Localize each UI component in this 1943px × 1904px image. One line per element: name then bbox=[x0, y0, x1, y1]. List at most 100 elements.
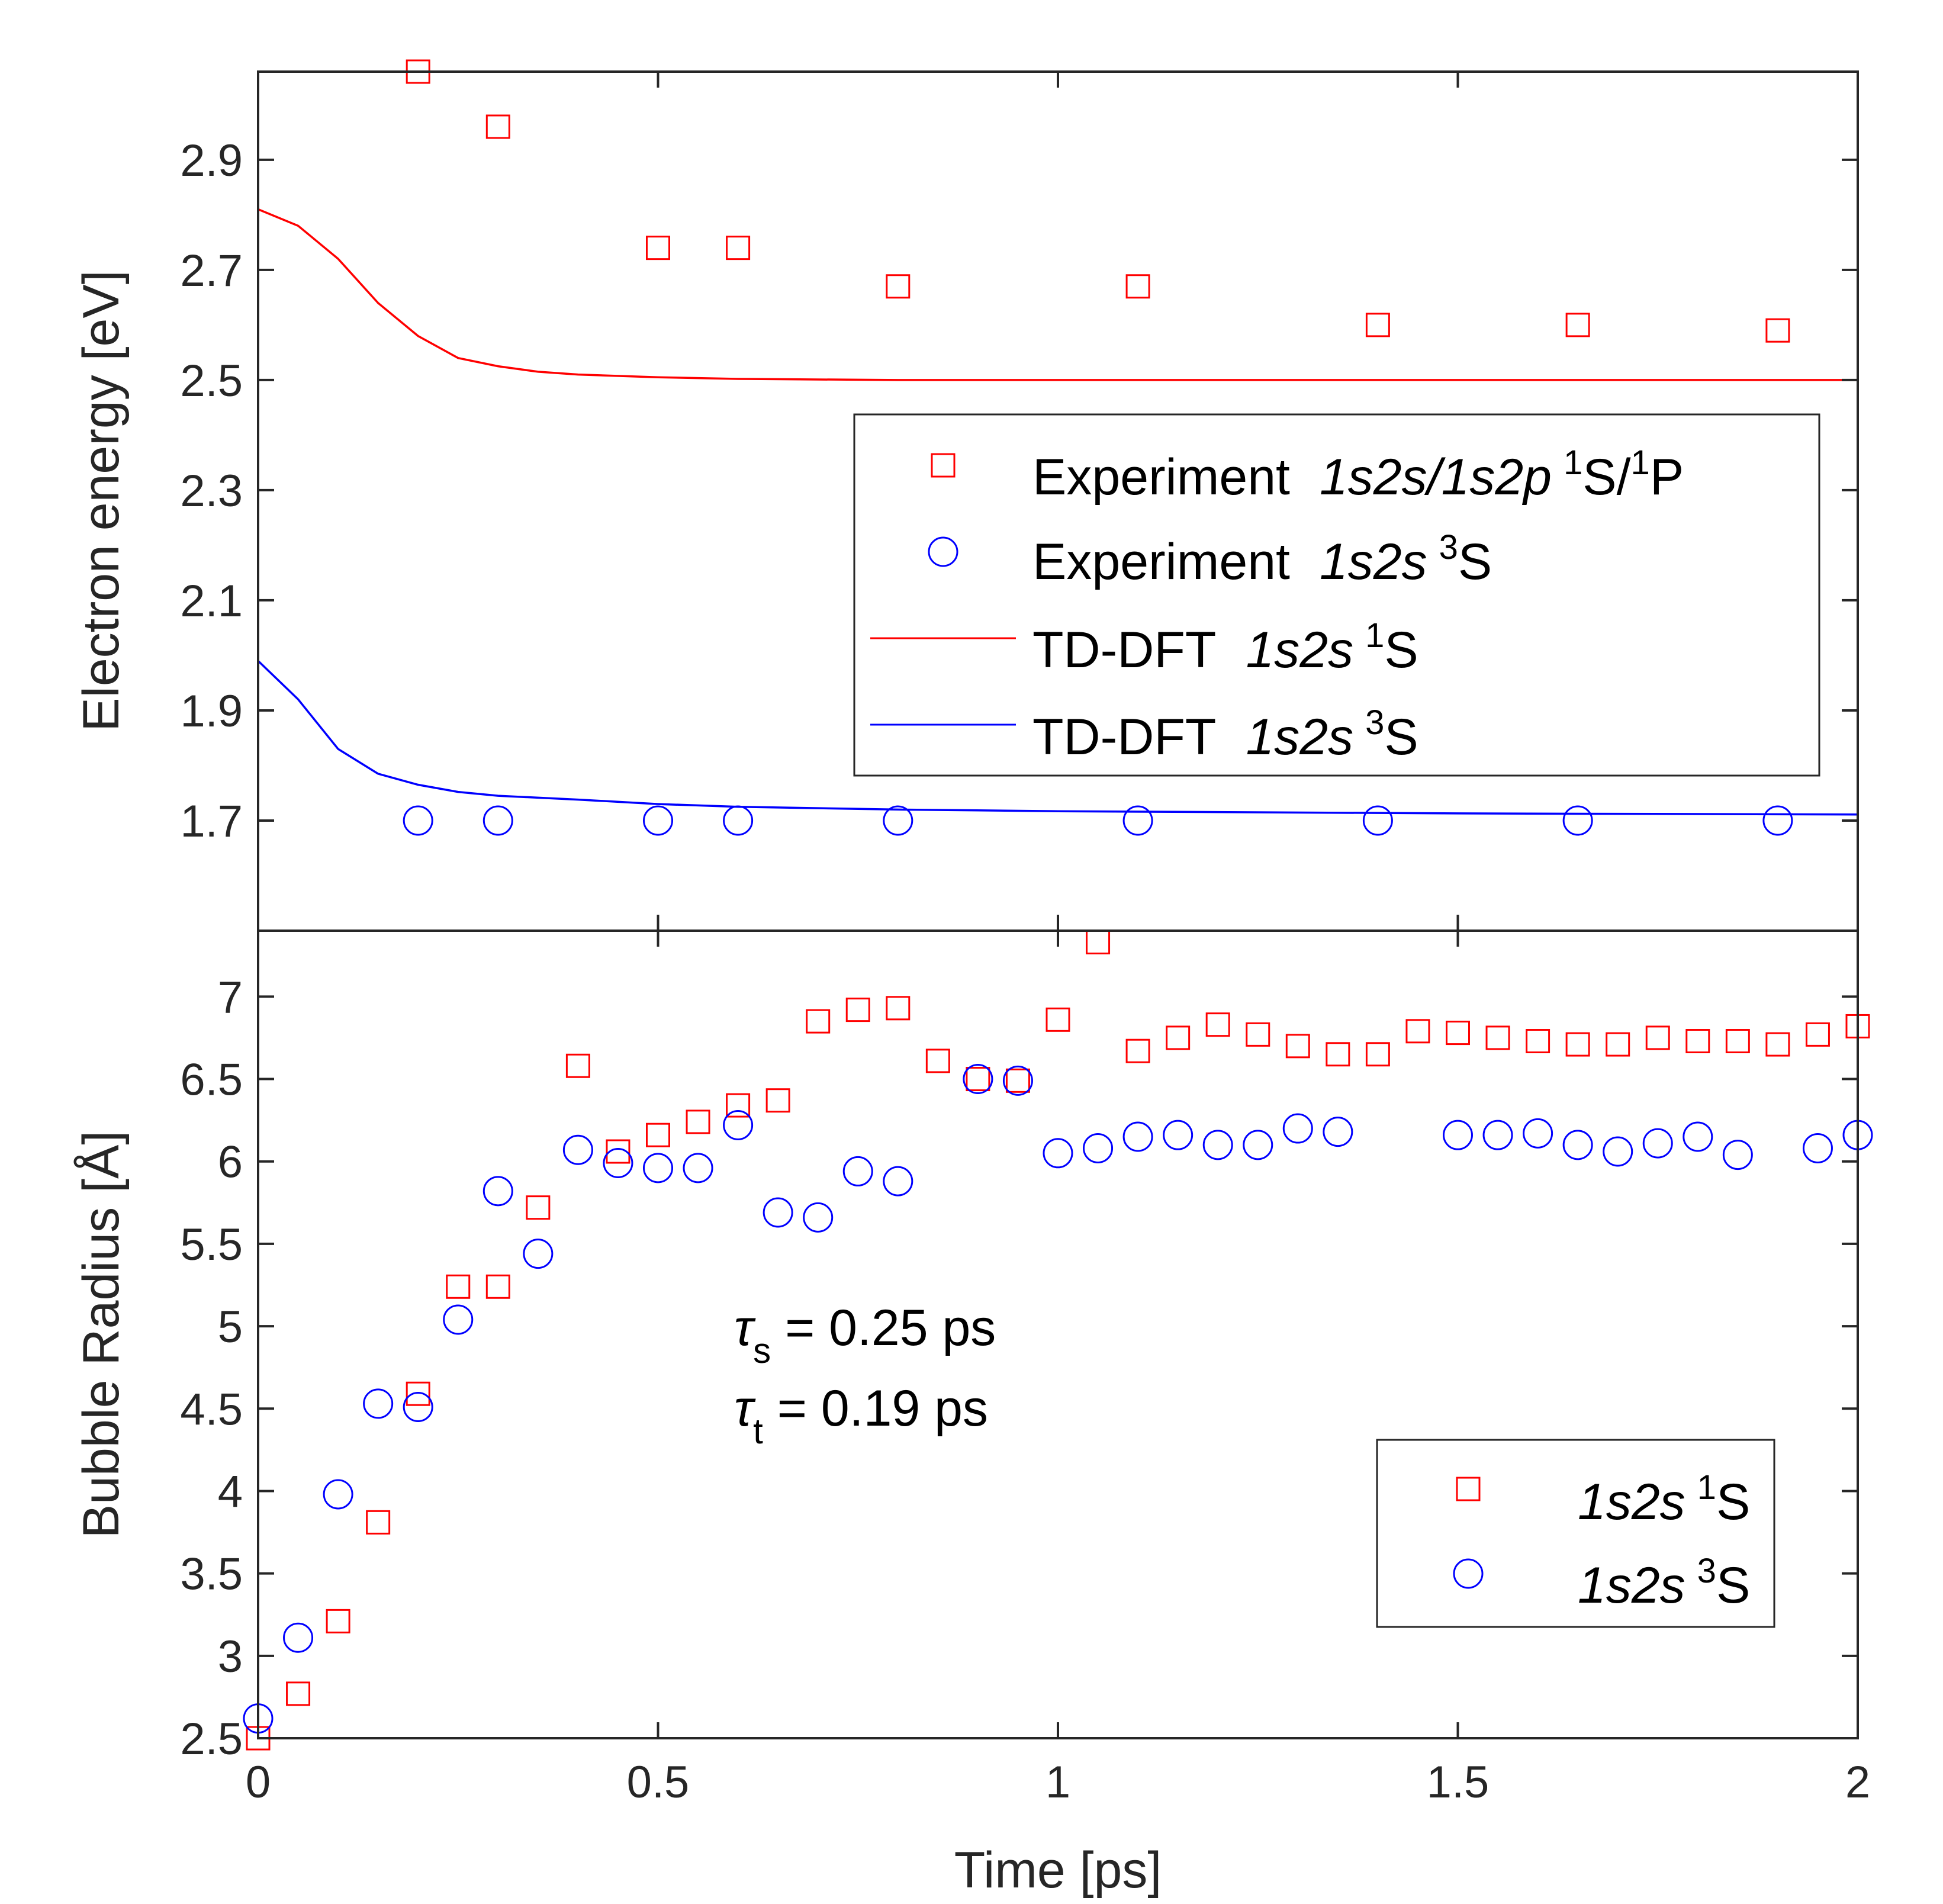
top-ytick-label-0: 1.7 bbox=[180, 796, 243, 847]
bottom-series-1-point-19 bbox=[1043, 1138, 1073, 1169]
top-ytick-label-4: 2.5 bbox=[180, 356, 243, 406]
bottom-series-0-point-5 bbox=[446, 1274, 471, 1299]
bottom-series-1-point-17 bbox=[963, 1064, 993, 1095]
xtick-label-4: 2 bbox=[1845, 1757, 1870, 1807]
xtick-label-0: 0 bbox=[246, 1757, 271, 1807]
bottom-series-0-point-12 bbox=[726, 1093, 751, 1118]
legend-marker-experiment-1s bbox=[931, 453, 956, 478]
tau-t-annotation: τt = 0.19 ps bbox=[734, 1380, 988, 1451]
bottom-ytick-label-5: 5 bbox=[218, 1302, 243, 1352]
top-series-0-point-2 bbox=[646, 236, 670, 260]
bottom-series-0-point-23 bbox=[1166, 1025, 1191, 1050]
bottom-series-1-point-13 bbox=[763, 1197, 793, 1228]
bottom-series-1-point-35 bbox=[1802, 1133, 1833, 1163]
bottom-series-1-point-25 bbox=[1282, 1113, 1313, 1144]
bottom-series-1-point-28 bbox=[1482, 1120, 1513, 1150]
bottom-ytick-label-4: 4.5 bbox=[180, 1384, 243, 1435]
xtick-label-3: 1.5 bbox=[1427, 1757, 1490, 1807]
legend-entry-1s2s-3s: 1s2s 3S bbox=[1578, 1552, 1750, 1614]
top-axis-ticks: 1.7 1.9 2.1 2.3 2.5 2.7 2.9 bbox=[180, 72, 1859, 931]
bottom-series-0-point-19 bbox=[1005, 1068, 1030, 1093]
legend-marker-1s2s-1s bbox=[1456, 1477, 1481, 1501]
bottom-series-0-point-7 bbox=[526, 1195, 551, 1220]
top-panel: 1.7 1.9 2.1 2.3 2.5 2.7 2.9 Electron energy [e… bbox=[73, 59, 1859, 932]
bottom-series-1-point-21 bbox=[1122, 1121, 1153, 1152]
bottom-ytick-label-3: 4 bbox=[218, 1466, 243, 1517]
legend-entry-1s2s-1s: 1s2s 1S bbox=[1578, 1468, 1750, 1530]
bottom-series-0-point-3 bbox=[366, 1510, 391, 1535]
bottom-series-0-point-9 bbox=[606, 1139, 630, 1164]
legend-marker-experiment-3s bbox=[928, 536, 958, 567]
bottom-legend: 1s2s 1S 1s2s 3S bbox=[1376, 1439, 1775, 1628]
legend-entry-tddft-3s: TD-DFT 1s2s 3S bbox=[1032, 703, 1418, 766]
bottom-series-0-point-31 bbox=[1485, 1025, 1510, 1050]
bottom-series-1-point-4 bbox=[403, 1391, 433, 1422]
top-series-1-point-4 bbox=[883, 805, 913, 836]
bottom-series-1-point-7 bbox=[523, 1239, 554, 1269]
bottom-series-1-point-16 bbox=[883, 1166, 913, 1197]
bottom-series-0-point-38 bbox=[1765, 1032, 1790, 1057]
top-series-0-point-5 bbox=[1125, 274, 1150, 299]
top-ytick-label-3: 2.3 bbox=[180, 466, 243, 516]
bottom-series-1-point-14 bbox=[803, 1202, 834, 1233]
bottom-series-0-point-27 bbox=[1326, 1042, 1350, 1067]
bottom-series-1-point-34 bbox=[1722, 1140, 1753, 1170]
bottom-series-0-point-1 bbox=[286, 1681, 311, 1706]
top-series-0-point-3 bbox=[726, 236, 751, 260]
bottom-ytick-label-2: 3.5 bbox=[180, 1549, 243, 1600]
top-series-1-point-0 bbox=[403, 805, 433, 836]
bottom-series-1-point-26 bbox=[1323, 1117, 1353, 1147]
top-series-3-line bbox=[257, 660, 1858, 816]
bottom-series-1-point-8 bbox=[562, 1134, 593, 1165]
bottom-series-1-point-18 bbox=[1002, 1065, 1033, 1096]
bottom-series-0-point-15 bbox=[845, 998, 870, 1022]
bottom-series-0-point-11 bbox=[686, 1109, 710, 1134]
bottom-series-0-point-16 bbox=[886, 996, 911, 1021]
top-series-0-point-6 bbox=[1365, 313, 1390, 337]
bottom-series-0-point-36 bbox=[1685, 1029, 1710, 1054]
bottom-series-1-point-12 bbox=[723, 1109, 754, 1140]
bottom-series-0-point-26 bbox=[1285, 1034, 1310, 1059]
bottom-series-0-point-24 bbox=[1205, 1012, 1230, 1037]
bottom-series-1-point-3 bbox=[363, 1388, 394, 1419]
bottom-y-axis-label: Bubble Radius [Å] bbox=[73, 1131, 130, 1538]
bottom-series-0-point-20 bbox=[1046, 1007, 1070, 1032]
top-ytick-label-2: 2.1 bbox=[180, 576, 243, 626]
bottom-series-1-point-11 bbox=[683, 1153, 713, 1183]
top-series-0-point-1 bbox=[485, 114, 510, 139]
bottom-series-1-point-1 bbox=[283, 1622, 314, 1653]
bottom-series-0-point-2 bbox=[326, 1609, 350, 1633]
bottom-series-1-point-6 bbox=[482, 1176, 513, 1207]
bottom-series-1-point-27 bbox=[1443, 1120, 1473, 1150]
bottom-series-0-point-13 bbox=[765, 1088, 790, 1113]
legend-marker-1s2s-3s bbox=[1453, 1558, 1484, 1589]
bottom-series-0-point-29 bbox=[1405, 1019, 1430, 1044]
bottom-ytick-label-0: 2.5 bbox=[180, 1714, 243, 1764]
bottom-series-1-point-29 bbox=[1523, 1118, 1553, 1149]
bottom-series-0-point-25 bbox=[1246, 1022, 1270, 1047]
bottom-series-0-point-35 bbox=[1645, 1025, 1670, 1050]
top-ytick-label-5: 2.7 bbox=[180, 246, 243, 296]
bottom-series-1-point-33 bbox=[1683, 1121, 1713, 1152]
bottom-series-0-point-39 bbox=[1805, 1022, 1830, 1047]
bottom-series-1-point-20 bbox=[1083, 1133, 1114, 1163]
bottom-ytick-label-9: 7 bbox=[218, 972, 243, 1022]
bottom-panel: 2.5 3 3.5 4 4.5 5 5.5 6 6.5 7 0 0.5 1 1.5 2 Bubble Rad… bbox=[73, 930, 1873, 1899]
legend-entry-tddft-1s: TD-DFT 1s2s 1S bbox=[1032, 616, 1418, 678]
bottom-ytick-label-1: 3 bbox=[218, 1632, 243, 1682]
top-series-1-point-1 bbox=[482, 805, 513, 836]
bottom-series-1-point-22 bbox=[1163, 1120, 1194, 1150]
bottom-series-0-point-14 bbox=[806, 1009, 831, 1034]
bottom-series-1-point-31 bbox=[1603, 1136, 1633, 1167]
bottom-series-0-point-30 bbox=[1446, 1021, 1470, 1046]
bottom-ytick-label-6: 5.5 bbox=[180, 1220, 243, 1270]
bottom-series-0-point-4 bbox=[406, 1381, 430, 1406]
bottom-ytick-label-7: 6 bbox=[218, 1137, 243, 1188]
top-series-1-point-2 bbox=[643, 805, 673, 836]
bottom-series-0-point-17 bbox=[925, 1049, 950, 1073]
bottom-axis-ticks: 2.5 3 3.5 4 4.5 5 5.5 6 6.5 7 0 0.5 1 1.5 2 bbox=[180, 931, 1870, 1807]
top-series-0-point-4 bbox=[886, 274, 911, 299]
bottom-series-0-point-8 bbox=[565, 1053, 590, 1078]
bottom-ytick-label-8: 6.5 bbox=[180, 1055, 243, 1105]
bottom-series-1-point-9 bbox=[603, 1147, 633, 1178]
